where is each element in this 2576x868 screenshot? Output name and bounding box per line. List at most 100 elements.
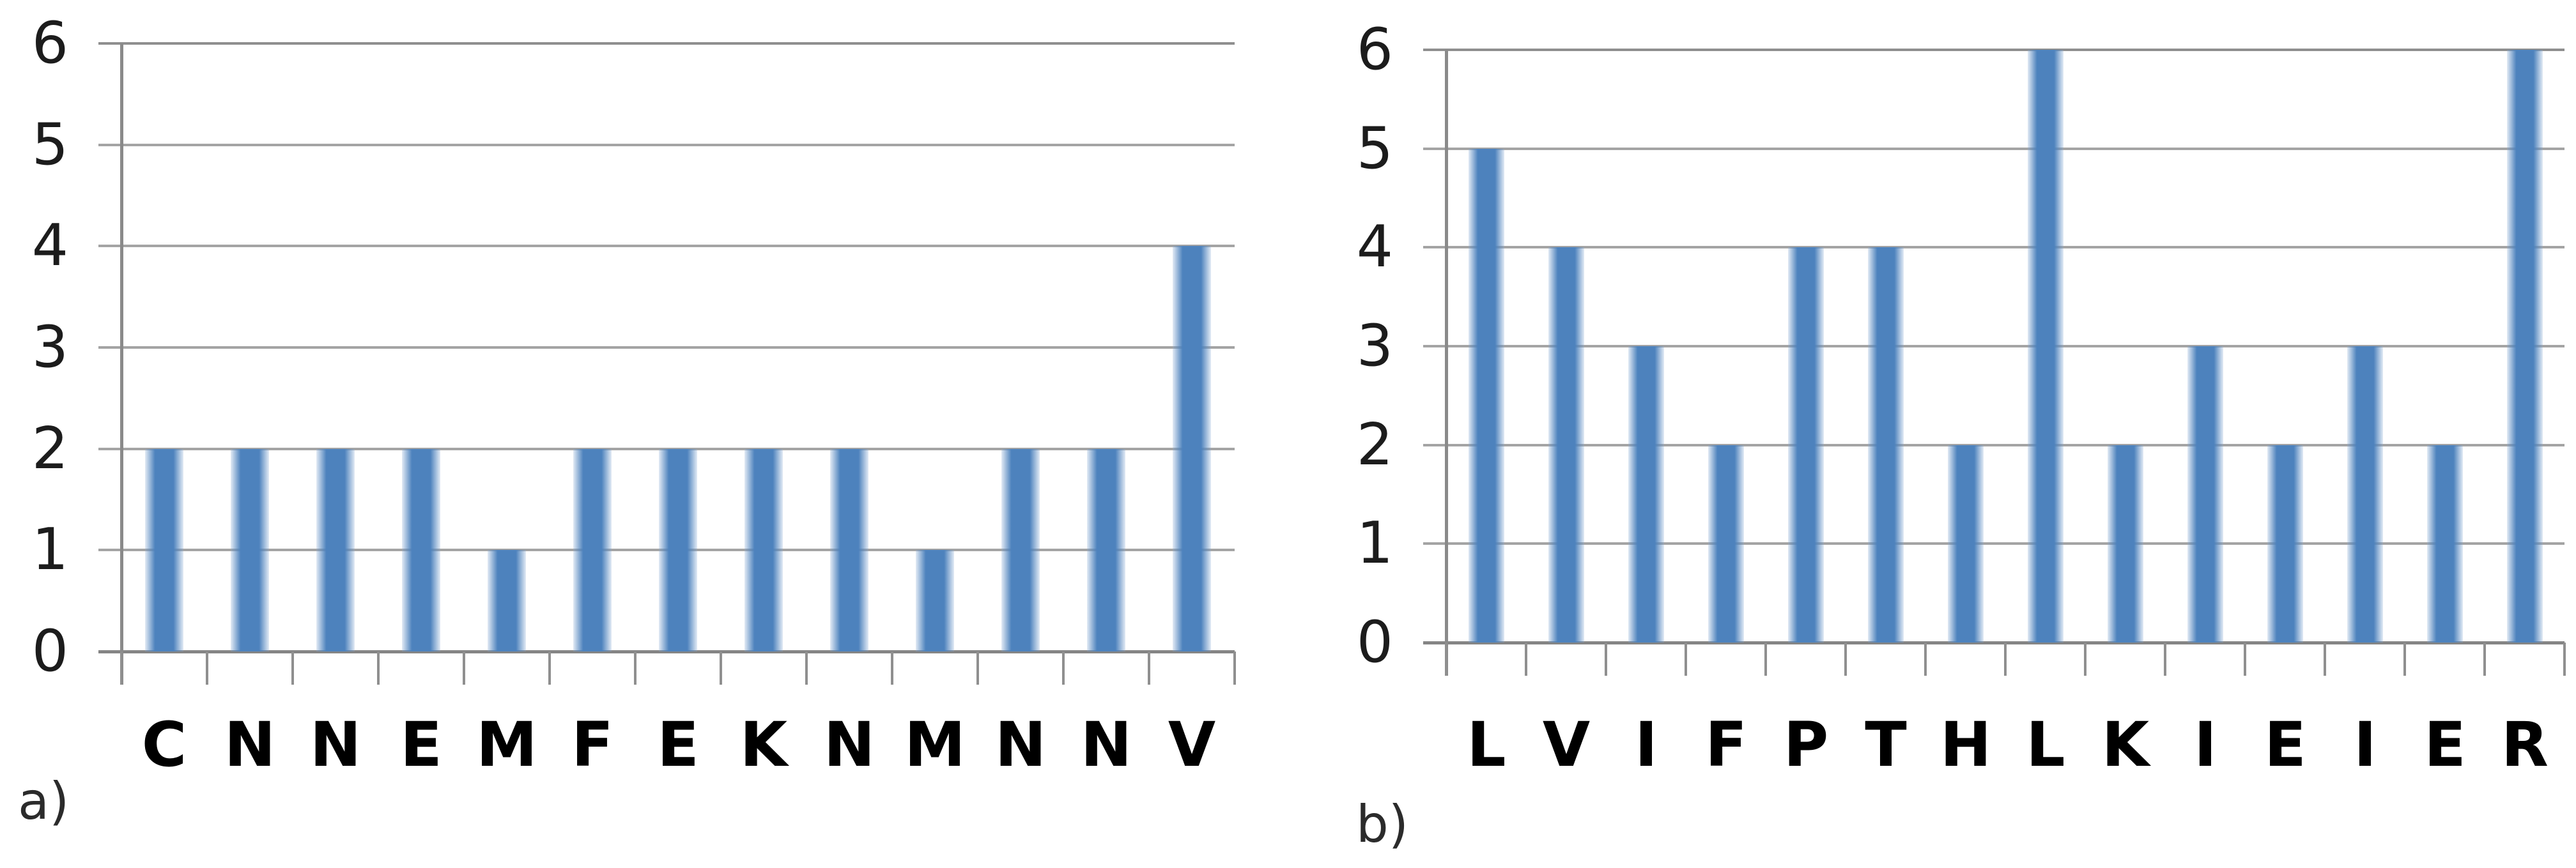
bar-N-12 [1087, 449, 1125, 651]
y-tick-label-3: 3 [1356, 312, 1393, 379]
bar-H-7 [1948, 445, 1984, 643]
x-axis-tick [2244, 643, 2246, 676]
bar-N-3 [316, 449, 355, 651]
y-tick-label-4: 4 [31, 212, 68, 279]
bar-I-10 [2187, 346, 2223, 643]
x-cat-label-I-12: I [2354, 709, 2377, 780]
x-axis-tick [1525, 643, 1527, 676]
x-axis-tick [2324, 643, 2326, 676]
x-axis-tick [206, 651, 208, 685]
bar-F-6 [573, 449, 612, 651]
x-cat-label-M-5: M [476, 709, 537, 780]
x-cat-label-E-11: E [2264, 709, 2306, 780]
y-tick-label-5: 5 [1356, 115, 1393, 182]
gridline-y3 [98, 346, 1235, 349]
x-cat-label-C-1: C [141, 709, 187, 780]
panel-label-b: b) [1356, 795, 1408, 854]
x-axis-tick [377, 651, 380, 685]
bar-R-14 [2507, 50, 2543, 643]
x-cat-label-L-1: L [1467, 709, 1506, 780]
gridline-y5 [1423, 148, 2564, 150]
gridline-y2 [1423, 444, 2564, 446]
gridline-y5 [98, 144, 1235, 146]
gridline-y0 [98, 650, 1235, 653]
bar-P-5 [1788, 247, 1824, 643]
x-axis-tick [1062, 651, 1065, 685]
bar-C-1 [145, 449, 183, 651]
bar-F-4 [1708, 445, 1744, 643]
x-axis-tick [1764, 643, 1767, 676]
x-cat-label-H-7: H [1940, 709, 1992, 780]
x-axis-tick [2563, 643, 2566, 676]
x-cat-label-V-2: V [1542, 709, 1591, 780]
bar-E-4 [402, 449, 440, 651]
x-cat-label-E-7: E [657, 709, 699, 780]
bar-M-10 [916, 550, 954, 651]
x-cat-label-M-10: M [904, 709, 966, 780]
bar-N-11 [1001, 449, 1040, 651]
x-axis-tick [1924, 643, 1927, 676]
bar-I-12 [2347, 346, 2383, 643]
bar-V-13 [1173, 246, 1211, 651]
x-cat-label-L-8: L [2026, 709, 2065, 780]
y-tick-label-5: 5 [31, 111, 68, 178]
bar-N-2 [231, 449, 269, 651]
y-tick-label-4: 4 [1356, 213, 1393, 280]
bar-L-8 [2028, 50, 2063, 643]
x-cat-label-N-11: N [994, 709, 1047, 780]
y-tick-label-3: 3 [31, 314, 68, 381]
x-axis-tick [120, 651, 123, 685]
x-cat-label-N-2: N [224, 709, 276, 780]
x-cat-label-E-13: E [2424, 709, 2466, 780]
x-cat-label-F-4: F [1705, 709, 1747, 780]
y-tick-label-6: 6 [31, 10, 68, 77]
x-axis-tick [1445, 643, 1447, 676]
bar-T-6 [1868, 247, 1904, 643]
bar-K-9 [2108, 445, 2143, 643]
x-axis-tick [1685, 643, 1687, 676]
bar-L-1 [1469, 149, 1504, 643]
x-axis-tick [291, 651, 294, 685]
x-cat-label-I-10: I [2194, 709, 2217, 780]
y-tick-label-1: 1 [31, 516, 68, 583]
y-tick-label-6: 6 [1356, 16, 1393, 83]
y-axis-line [1445, 50, 1448, 676]
x-axis-tick [2403, 643, 2406, 676]
x-axis-tick [2164, 643, 2166, 676]
gridline-y4 [98, 245, 1235, 247]
y-axis-line [120, 43, 123, 685]
x-axis-tick [2483, 643, 2486, 676]
y-tick-label-2: 2 [31, 415, 68, 482]
gridline-y6 [98, 42, 1235, 45]
bar-K-8 [744, 449, 783, 651]
x-cat-label-N-3: N [309, 709, 362, 780]
x-cat-label-N-12: N [1080, 709, 1132, 780]
x-axis-tick [1148, 651, 1150, 685]
x-axis-tick [805, 651, 808, 685]
x-axis-tick [1844, 643, 1847, 676]
x-cat-label-F-6: F [571, 709, 613, 780]
gridline-y6 [1423, 49, 2564, 51]
gridline-y0 [1423, 641, 2564, 644]
x-axis-tick [720, 651, 722, 685]
x-cat-label-V-13: V [1168, 709, 1216, 780]
x-axis-tick [2004, 643, 2007, 676]
x-axis-tick [976, 651, 979, 685]
y-tick-label-0: 0 [31, 618, 68, 685]
x-cat-label-K-8: K [739, 709, 788, 780]
bar-E-7 [659, 449, 697, 651]
x-cat-label-I-3: I [1635, 709, 1658, 780]
bar-I-3 [1628, 346, 1664, 643]
x-cat-label-K-9: K [2101, 709, 2150, 780]
bar-N-9 [830, 449, 868, 651]
bar-E-11 [2267, 445, 2303, 643]
bar-M-5 [488, 550, 526, 651]
y-tick-label-1: 1 [1356, 510, 1393, 577]
x-axis-tick [548, 651, 551, 685]
x-cat-label-R-14: R [2501, 709, 2549, 780]
x-cat-label-N-9: N [823, 709, 875, 780]
panel-label-a: a) [18, 772, 70, 831]
